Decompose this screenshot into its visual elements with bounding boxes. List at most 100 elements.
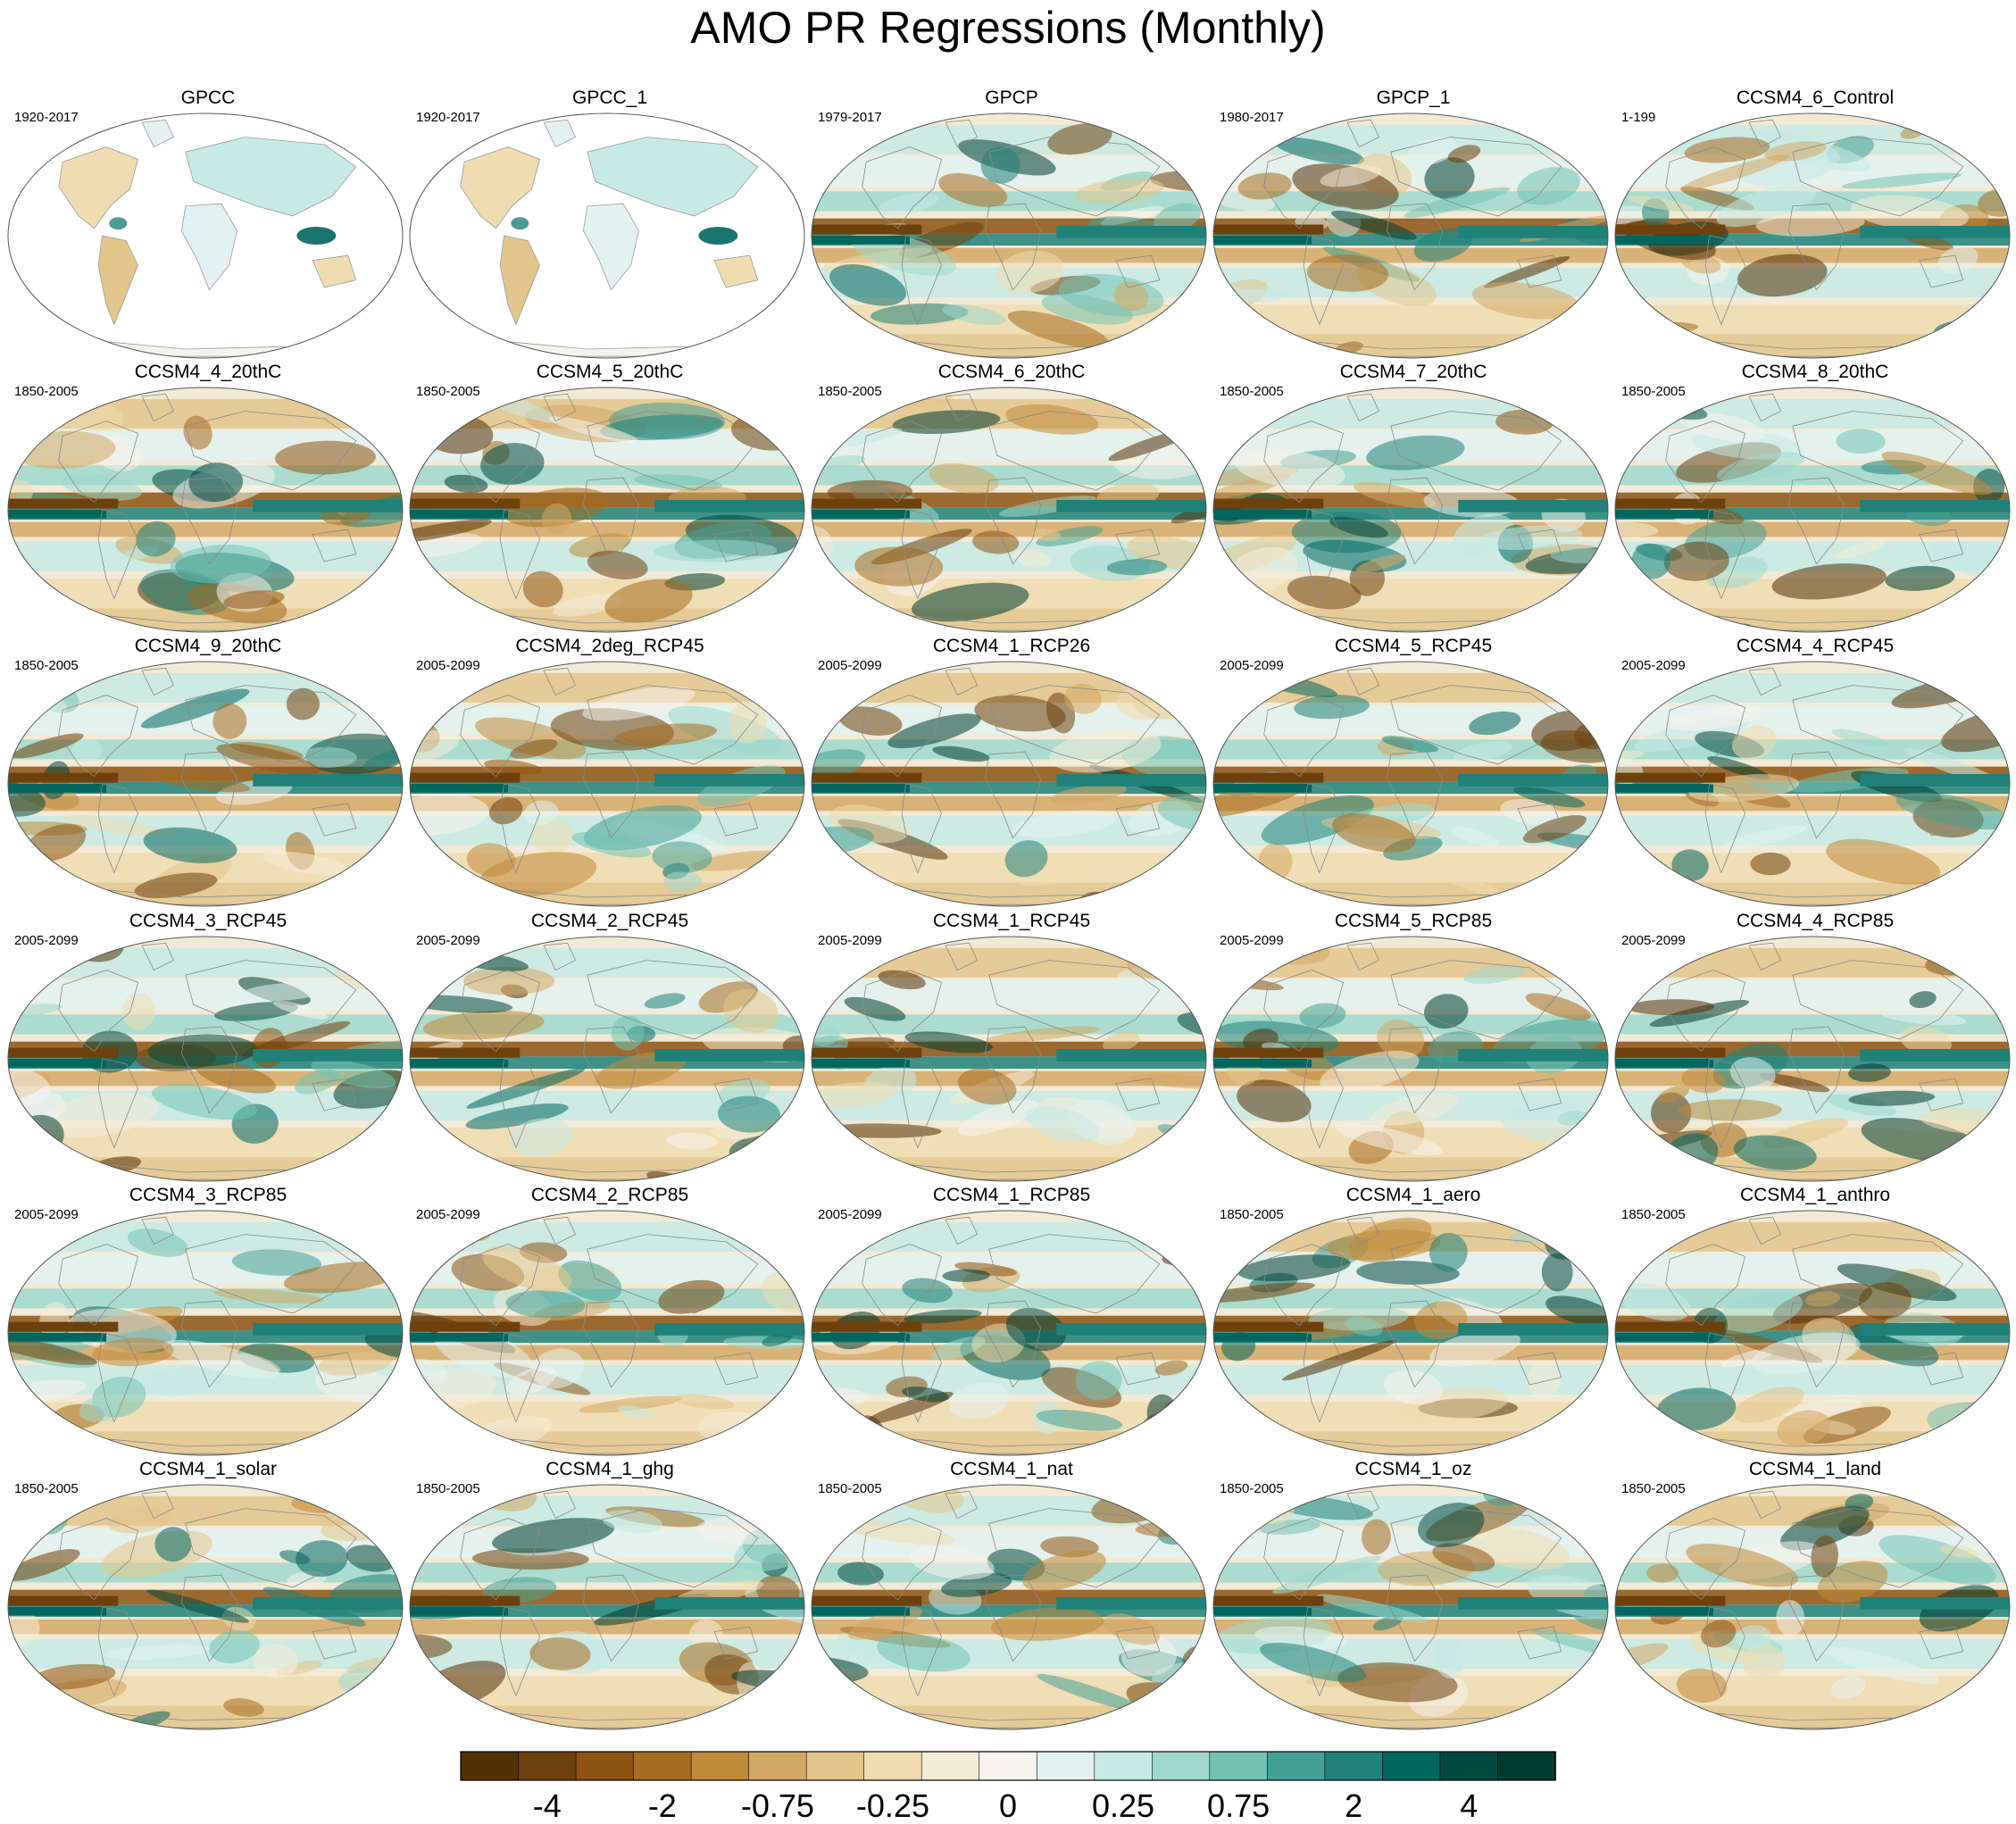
panel-title: CCSM4_1_ghg [546,1459,674,1479]
panel-title: CCSM4_1_nat [950,1459,1073,1479]
panel-period: 2005-2099 [14,933,79,948]
panel-period: 2005-2099 [416,1207,480,1222]
colorbar-tick-label: 2 [1345,1787,1363,1824]
colorbar-swatch [805,1751,865,1781]
world-map [409,112,805,359]
map-panel: CCSM4_2deg_RCP45 2005-2099 [409,636,811,908]
world-map [811,936,1207,1182]
panel-title: CCSM4_9_20thC [134,636,282,656]
map-panel: GPCP_1 1980-2017 [1212,87,1614,360]
panel-period: 2005-2099 [416,658,480,673]
panel-title: CCSM4_7_20thC [1339,362,1487,382]
panel-title: GPCP [985,87,1038,108]
map-panel: CCSM4_2_RCP45 2005-2099 [409,911,811,1183]
panel-title: GPCC [180,87,236,108]
map-panel: CCSM4_3_RCP45 2005-2099 [7,911,409,1183]
world-map [409,1484,805,1730]
map-panel: CCSM4_4_RCP85 2005-2099 [1614,911,2016,1183]
colorbar-tick-label: -0.25 [855,1787,929,1824]
world-map [7,1210,404,1456]
colorbar-swatch [1267,1751,1326,1781]
map-panel: CCSM4_9_20thC 1850-2005 [7,636,409,908]
panel-title: CCSM4_1_RCP45 [932,911,1091,931]
map-panel: CCSM4_1_anthro 1850-2005 [1614,1185,2016,1457]
panel-title: CCSM4_2_RCP85 [530,1185,689,1205]
colorbar [460,1751,1556,1781]
panel-period: 1850-2005 [1621,1207,1686,1222]
world-map [1614,661,2011,907]
colorbar-swatch [863,1751,923,1781]
figure-title: AMO PR Regressions (Monthly) [690,3,1326,53]
map-panel: CCSM4_2_RCP85 2005-2099 [409,1185,811,1457]
colorbar-swatch [690,1751,750,1781]
colorbar-swatch [1439,1751,1499,1781]
panel-period: 1850-2005 [416,384,480,399]
panel-period: 1850-2005 [1621,1481,1686,1496]
panel-period: 1850-2005 [1220,384,1284,399]
panel-period: 1850-2005 [14,1481,79,1496]
map-panel: GPCC 1920-2017 [7,87,409,360]
panel-title: CCSM4_6_Control [1736,87,1895,108]
panel-period: 2005-2099 [14,1207,79,1222]
panel-period: 1850-2005 [14,658,79,673]
panel-period: 1920-2017 [416,110,480,125]
panel-period: 1920-2017 [14,110,79,125]
world-map [1614,387,2011,633]
panel-title: CCSM4_1_anthro [1739,1185,1891,1205]
colorbar-swatch [921,1751,980,1781]
world-map [811,661,1207,907]
panel-period: 1850-2005 [1220,1481,1284,1496]
world-map [7,1484,404,1730]
panel-period: 2005-2099 [1220,933,1284,948]
colorbar-swatch [748,1751,807,1781]
map-panel: CCSM4_1_RCP45 2005-2099 [811,911,1212,1183]
map-panel: CCSM4_1_land 1850-2005 [1614,1459,2016,1731]
map-panel: CCSM4_1_RCP85 2005-2099 [811,1185,1212,1457]
colorbar-swatch [633,1751,692,1781]
colorbar-swatch [1036,1751,1095,1781]
panel-title: CCSM4_1_aero [1345,1185,1481,1205]
world-map [7,387,404,633]
panel-period: 1850-2005 [416,1481,480,1496]
world-map [1614,936,2011,1182]
map-panel: CCSM4_5_20thC 1850-2005 [409,362,811,634]
panel-title: CCSM4_2deg_RCP45 [515,636,704,656]
world-map [409,1210,805,1456]
colorbar-tick-label: 0.75 [1207,1787,1270,1824]
panel-title: CCSM4_4_RCP45 [1736,636,1895,656]
world-map [409,661,805,907]
map-panel: CCSM4_5_RCP85 2005-2099 [1212,911,1614,1183]
colorbar-swatch [518,1751,577,1781]
map-panel: CCSM4_4_20thC 1850-2005 [7,362,409,634]
colorbar-swatch [1497,1751,1556,1781]
map-panel: GPCC_1 1920-2017 [409,87,811,360]
colorbar-tick-label: -0.75 [740,1787,814,1824]
panel-period: 1850-2005 [818,1481,882,1496]
map-panel: CCSM4_1_RCP26 2005-2099 [811,636,1212,908]
panel-title: CCSM4_1_RCP85 [932,1185,1091,1205]
map-panel: CCSM4_4_RCP45 2005-2099 [1614,636,2016,908]
panel-period: 1850-2005 [818,384,882,399]
world-map [1212,1210,1609,1456]
map-panel: CCSM4_5_RCP45 2005-2099 [1212,636,1614,908]
panel-title: CCSM4_1_oz [1354,1459,1472,1479]
world-map [811,387,1207,633]
map-panel: CCSM4_6_20thC 1850-2005 [811,362,1212,634]
colorbar-tick-label: 4 [1460,1787,1479,1824]
colorbar-tick-label: 0.25 [1092,1787,1155,1824]
map-panel: CCSM4_1_aero 1850-2005 [1212,1185,1614,1457]
colorbar-swatch [1152,1751,1211,1781]
panel-title: CCSM4_5_RCP45 [1334,636,1493,656]
world-map [7,936,404,1182]
map-panel: CCSM4_1_ghg 1850-2005 [409,1459,811,1731]
panel-period: 1-199 [1621,110,1656,125]
colorbar-swatch [979,1751,1038,1781]
panel-title: CCSM4_8_20thC [1741,362,1889,382]
colorbar-swatch [575,1751,635,1781]
panel-period: 1980-2017 [1220,110,1284,125]
world-map [1614,1484,2011,1730]
panel-title: CCSM4_4_RCP85 [1736,911,1895,931]
map-panel: GPCP 1979-2017 [811,87,1212,360]
panel-title: CCSM4_4_20thC [134,362,282,382]
world-map [409,387,805,633]
